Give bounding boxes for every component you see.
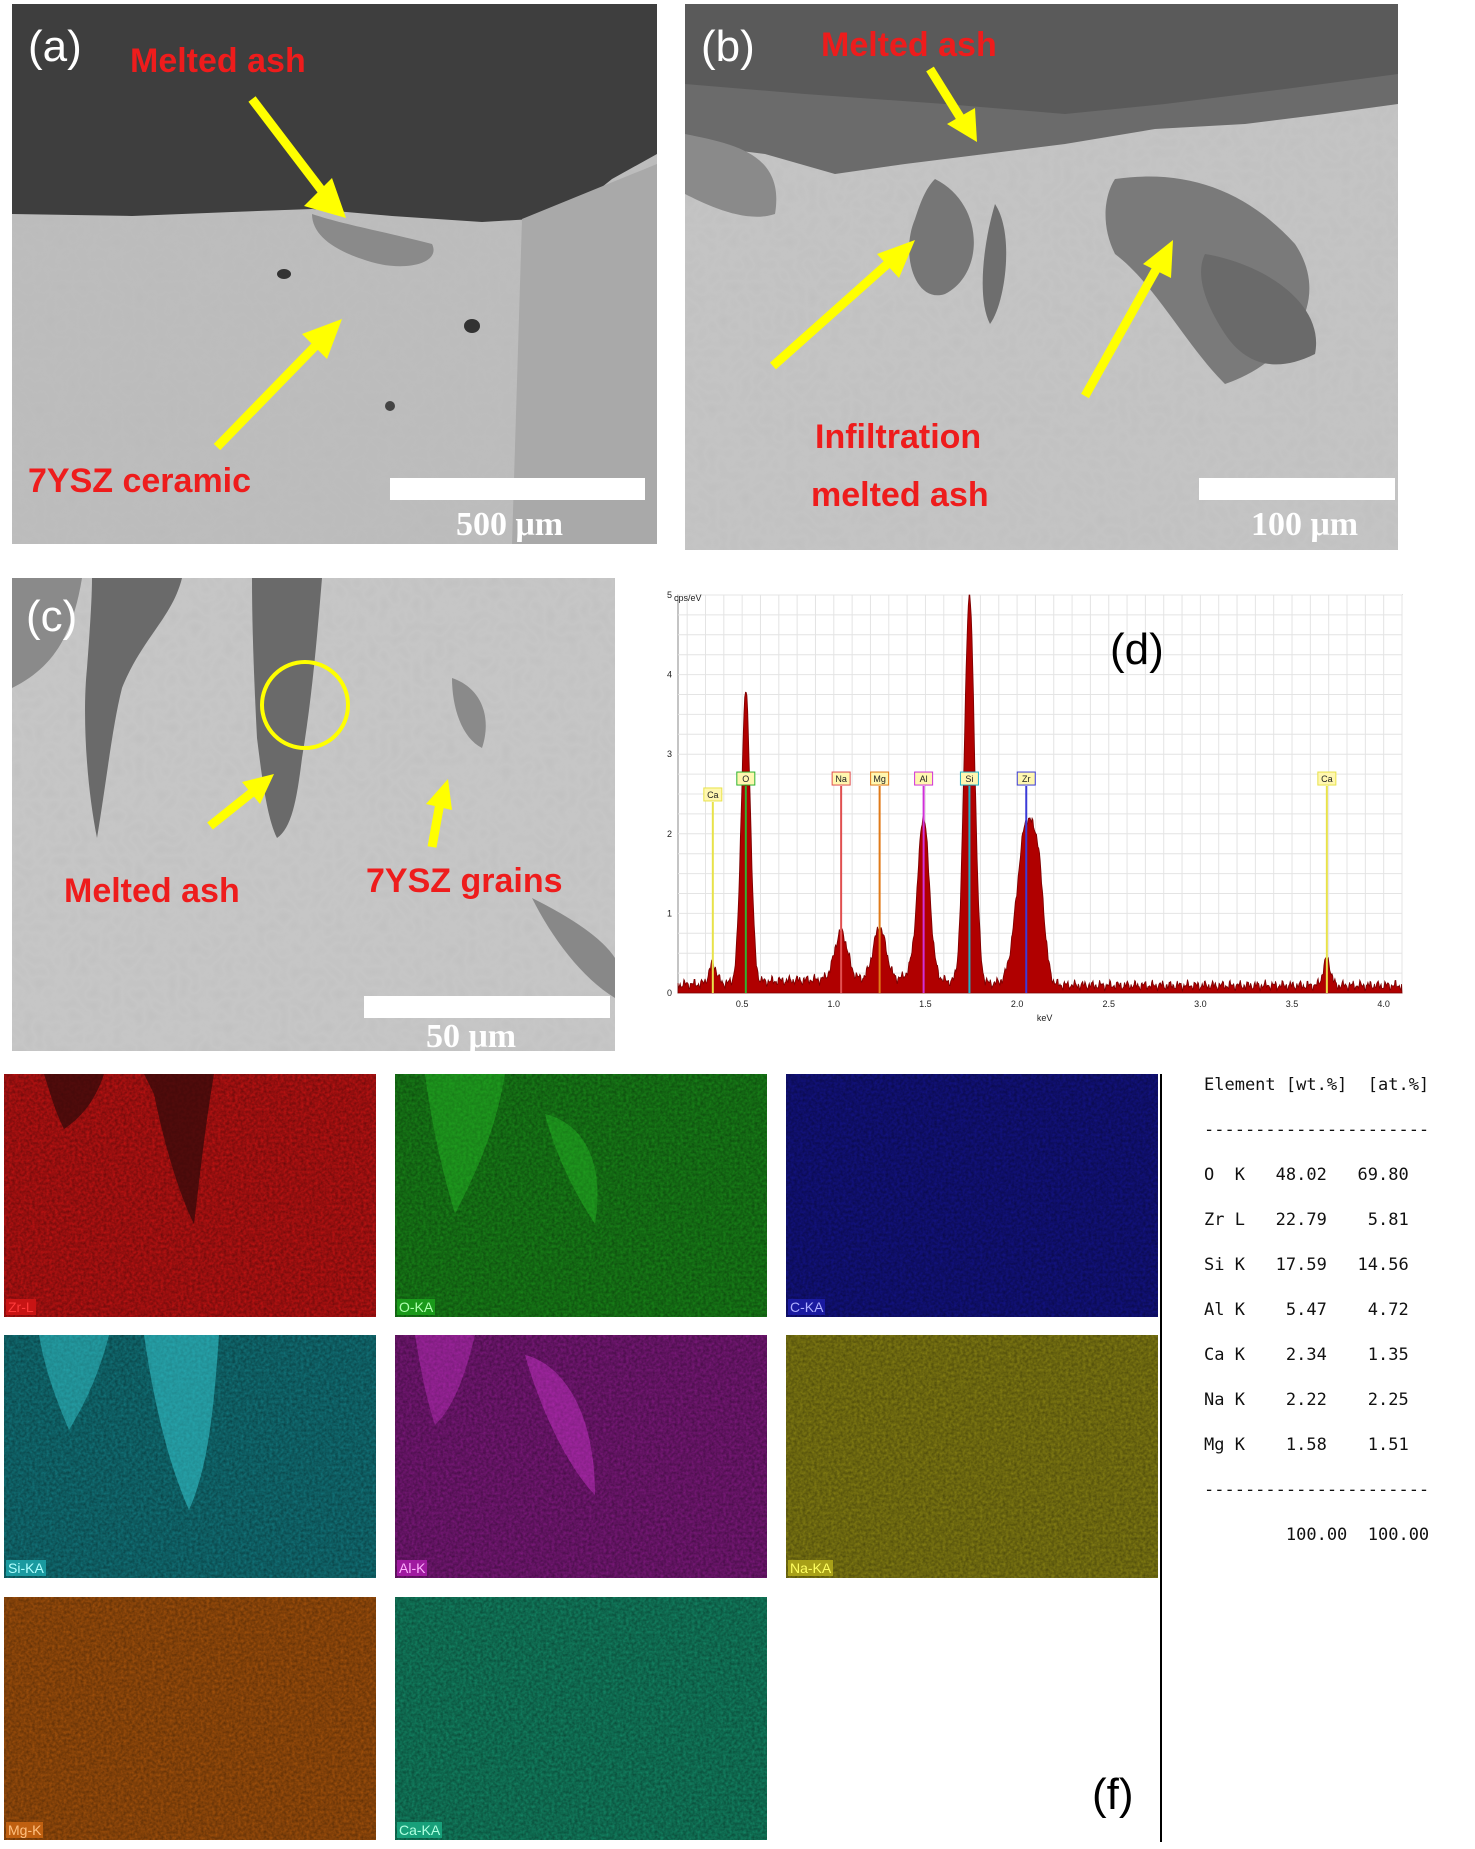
element-map-al: Al-K: [395, 1335, 767, 1578]
x-axis-label: keV: [1037, 1013, 1053, 1023]
x-tick-label: 0.5: [736, 999, 749, 1009]
map-label-zr: Zr-L: [6, 1299, 36, 1315]
infiltration-label-b-1: Infiltration: [815, 418, 982, 456]
map-image-al: [395, 1335, 767, 1578]
map-image-zr: [4, 1074, 376, 1317]
panel-label-d: (d): [1110, 625, 1164, 674]
marker-label-si: Si: [965, 774, 973, 784]
map-image-ca: [395, 1597, 767, 1840]
marker-label-o: O: [742, 774, 749, 784]
marker-box-zr: [1016, 771, 1036, 786]
panel-d: Ca O Na Mg Al Si Zr Ca 0 1 2 3 4 5 0.5 1.0 1.5 2.0 2.5 3.0 3…: [640, 585, 1410, 1035]
panel-f-frame: [1160, 1074, 1162, 1842]
x-tick-label: 1.5: [919, 999, 932, 1009]
panel-label-a: (a): [28, 22, 82, 71]
ceramic-label-a: 7YSZ ceramic: [28, 462, 252, 500]
map-label-o: O-KA: [397, 1299, 436, 1315]
marker-label-al: Al: [920, 774, 928, 784]
arrows-a: [213, 96, 346, 451]
map-label-ca: Ca-KA: [397, 1822, 443, 1838]
marker-box-ca: [703, 787, 723, 802]
x-tick-label: 1.0: [828, 999, 841, 1009]
eds-table-separator-bottom: ----------------------: [1204, 1480, 1430, 1500]
panel-label-b: (b): [701, 22, 755, 71]
scale-bar-a: [390, 478, 645, 500]
eds-spectrum-chart: Ca O Na Mg Al Si Zr Ca 0 1 2 3 4 5 0.5 1.0 1.5 2.0 2.5 3.0 3…: [667, 590, 1403, 1023]
eds-table-row: O K 48.02 69.80: [1204, 1165, 1409, 1185]
scale-text-c: 50 μm: [426, 1018, 517, 1051]
arrows-b: [770, 66, 1173, 399]
y-tick-label: 1: [667, 908, 672, 918]
scale-text-a: 500 μm: [456, 506, 564, 543]
element-map-o: O-KA: [395, 1074, 767, 1317]
panel-a: (a) Melted ash 7YSZ ceramic 500 μm: [12, 4, 657, 544]
y-axis-label: cps/eV: [674, 593, 702, 603]
y-tick-label: 3: [667, 749, 672, 759]
map-image-mg: [4, 1597, 376, 1840]
map-image-si: [4, 1335, 376, 1578]
eds-table-row: Mg K 1.58 1.51: [1204, 1435, 1409, 1455]
x-tick-label: 2.0: [1011, 999, 1024, 1009]
element-map-na: Na-KA: [786, 1335, 1158, 1578]
marker-label-zr: Zr: [1022, 774, 1031, 784]
y-tick-label: 5: [667, 590, 672, 600]
map-label-si: Si-KA: [6, 1560, 46, 1576]
marker-box-al: [914, 771, 934, 786]
scale-text-b: 100 μm: [1251, 506, 1359, 543]
x-tick-label: 3.5: [1286, 999, 1299, 1009]
marker-box-si: [959, 771, 979, 786]
eds-table-header: Element [wt.%] [at.%]: [1204, 1075, 1430, 1095]
marker-label-ca: Ca: [707, 790, 719, 800]
eds-table-row: Al K 5.47 4.72: [1204, 1300, 1409, 1320]
panel-b: (b) Melted ash Infiltration melted ash 1…: [685, 4, 1398, 550]
map-image-na: [786, 1335, 1158, 1578]
y-tick-label: 4: [667, 670, 672, 680]
marker-label-ca: Ca: [1321, 774, 1333, 784]
panel-label-c: (c): [26, 592, 78, 641]
element-map-si: Si-KA: [4, 1335, 376, 1578]
marker-label-mg: Mg: [873, 774, 886, 784]
marker-box-na: [831, 771, 851, 786]
y-tick-label: 2: [667, 829, 672, 839]
sem-image-b: [685, 4, 1398, 550]
element-map-zr: Zr-L: [4, 1074, 376, 1317]
melted-ash-label-b: Melted ash: [821, 26, 997, 64]
eds-table-row: Si K 17.59 14.56: [1204, 1255, 1409, 1275]
eds-table-total: 100.00 100.00: [1204, 1525, 1430, 1545]
infiltration-label-b-2: melted ash: [811, 476, 989, 514]
marker-label-na: Na: [835, 774, 847, 784]
map-label-mg: Mg-K: [6, 1822, 44, 1838]
y-tick-label: 0: [667, 988, 672, 998]
x-tick-label: 3.0: [1194, 999, 1207, 1009]
sem-image-a: [12, 4, 657, 544]
marker-box-o: [736, 771, 756, 786]
x-tick-label: 2.5: [1102, 999, 1115, 1009]
map-label-c: C-KA: [788, 1299, 826, 1315]
x-tick-label: 4.0: [1377, 999, 1390, 1009]
marker-box-ca: [1317, 771, 1337, 786]
sem-image-c: [12, 578, 615, 1051]
eds-table-row: Na K 2.22 2.25: [1204, 1390, 1409, 1410]
eds-table-separator-top: ----------------------: [1204, 1120, 1430, 1140]
eds-table-row: Zr L 22.79 5.81: [1204, 1210, 1409, 1230]
map-image-o: [395, 1074, 767, 1317]
panel-label-f: (f): [1092, 1770, 1134, 1819]
grains-label-c: 7YSZ grains: [366, 862, 563, 900]
element-map-ca: Ca-KA: [395, 1597, 767, 1840]
panel-c: (c) Melted ash 7YSZ grains 50 μm: [12, 578, 615, 1051]
scale-bar-b: [1199, 478, 1395, 500]
map-image-c: [786, 1074, 1158, 1317]
element-map-mg: Mg-K: [4, 1597, 376, 1840]
element-map-c: C-KA: [786, 1074, 1158, 1317]
melted-ash-label-a: Melted ash: [130, 42, 306, 80]
map-label-al: Al-K: [397, 1560, 428, 1576]
scale-bar-c: [364, 996, 610, 1018]
eds-table-row: Ca K 2.34 1.35: [1204, 1345, 1409, 1365]
marker-box-mg: [870, 771, 890, 786]
spectrum-area: [677, 594, 1403, 994]
map-label-na: Na-KA: [788, 1560, 834, 1576]
melted-ash-label-c: Melted ash: [64, 872, 240, 910]
annotations-c: [207, 660, 452, 848]
